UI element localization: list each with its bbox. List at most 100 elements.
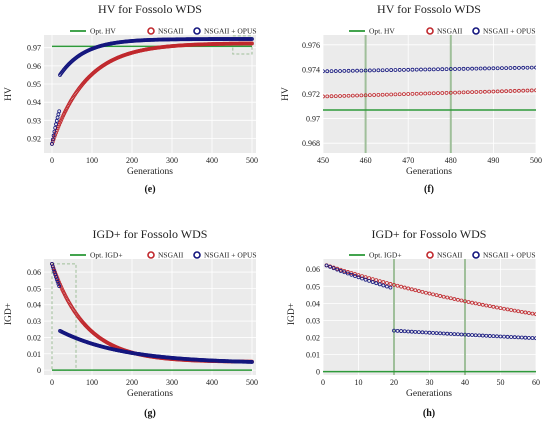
data-point: [487, 334, 492, 338]
data-point: [441, 331, 446, 336]
data-point: [372, 68, 377, 73]
x-tick-label: 400: [206, 378, 218, 387]
data-point: [431, 91, 436, 96]
data-point: [353, 272, 357, 276]
subplot-label: (f): [424, 184, 434, 195]
y-tick-label: 0.97: [27, 44, 41, 53]
data-point: [527, 335, 531, 340]
data-point: [474, 90, 479, 94]
plot-area: 450 460 470 480 490 500 0.968 0.97 0.972 0.974 0.9…: [302, 27, 542, 166]
data-point: [478, 66, 483, 71]
data-point: [325, 69, 330, 74]
data-point: [505, 307, 510, 312]
subplot-label: (e): [144, 184, 155, 195]
data-point: [51, 133, 56, 138]
x-tick-label: 200: [126, 378, 138, 387]
x-tick-label: 490: [487, 156, 499, 165]
y-tick-label: 0: [37, 366, 41, 375]
data-point: [55, 126, 60, 131]
y-axis-label: IGD+: [4, 303, 14, 325]
chart-title: IGD+ for Fossolo WDS: [372, 227, 487, 241]
data-point: [480, 333, 485, 338]
data-point: [474, 66, 479, 71]
data-point: [495, 305, 499, 310]
data-point: [487, 66, 492, 71]
x-tick-label: 30: [426, 378, 434, 387]
data-point: [342, 270, 347, 275]
data-point: [519, 335, 524, 340]
data-point: [504, 66, 509, 70]
data-point: [424, 290, 428, 295]
data-point: [431, 292, 435, 297]
data-point: [324, 263, 329, 268]
data-point: [495, 89, 500, 94]
data-point: [463, 332, 467, 337]
data-point: [461, 66, 466, 71]
data-point: [427, 91, 432, 96]
data-point: [346, 93, 351, 98]
data-point: [431, 331, 435, 335]
data-point: [448, 296, 453, 301]
data-point: [517, 65, 521, 70]
data-point: [477, 302, 482, 307]
data-point: [436, 67, 440, 72]
data-point: [482, 89, 487, 94]
data-point: [384, 284, 389, 289]
data-point: [525, 88, 530, 93]
data-point: [402, 329, 407, 334]
legend-swatch: [426, 251, 434, 259]
data-point: [534, 312, 536, 317]
data-point: [413, 288, 418, 293]
data-point: [484, 333, 489, 338]
data-point: [453, 67, 457, 71]
y-tick-label: 0.95: [27, 80, 41, 89]
legend-swatch: [472, 27, 480, 35]
y-tick-label: 0.01: [306, 351, 320, 360]
data-point: [473, 301, 478, 306]
data-point: [402, 285, 407, 290]
data-point: [402, 67, 406, 72]
y-tick-label: 0.06: [27, 268, 41, 277]
data-point: [59, 117, 64, 122]
x-tick-label: 40: [461, 378, 469, 387]
data-point: [56, 124, 61, 129]
y-tick-label: 0.96: [27, 62, 41, 71]
data-point: [56, 282, 61, 286]
legend-entry: NSGAII + OPUS: [483, 27, 536, 36]
data-point: [465, 66, 470, 71]
legend: Opt. HV NSGAII NSGAII + OPUS: [349, 27, 536, 36]
data-point: [466, 332, 471, 337]
y-tick-label: 0: [316, 368, 320, 377]
data-point: [441, 294, 446, 299]
data-point: [509, 335, 514, 339]
data-point: [525, 65, 530, 70]
data-point: [470, 66, 475, 71]
data-point: [491, 66, 496, 71]
x-tick-label: 0: [50, 156, 54, 165]
y-tick-label: 0.974: [302, 65, 320, 74]
data-point: [423, 91, 428, 96]
data-point: [342, 68, 347, 73]
data-point: [376, 92, 381, 97]
data-point: [427, 67, 432, 72]
x-tick-label: 500: [246, 378, 258, 387]
data-point: [413, 329, 418, 334]
data-point: [374, 281, 379, 286]
subplot-label: (g): [144, 408, 156, 419]
data-point: [397, 92, 402, 97]
data-point: [478, 90, 483, 94]
data-point: [482, 66, 487, 71]
data-point: [438, 294, 443, 298]
plot-area: 0 100 200 300 400 500 0 0.01 0.02 0.03 0.04 0.05 0.0…: [27, 251, 258, 388]
data-point: [392, 282, 396, 287]
data-point: [455, 297, 460, 302]
x-tick-label: 300: [166, 156, 178, 165]
plot-area: 0 100 200 300 400 500 0.92 0.93 0.94 0.95 0.96 0.97…: [27, 27, 258, 166]
data-point: [427, 330, 432, 335]
plot-marks: [50, 261, 254, 371]
legend-swatch: [147, 251, 155, 259]
data-point: [356, 273, 361, 278]
data-point: [516, 335, 521, 340]
y-tick-label: 0.02: [306, 333, 320, 342]
data-point: [504, 89, 509, 94]
